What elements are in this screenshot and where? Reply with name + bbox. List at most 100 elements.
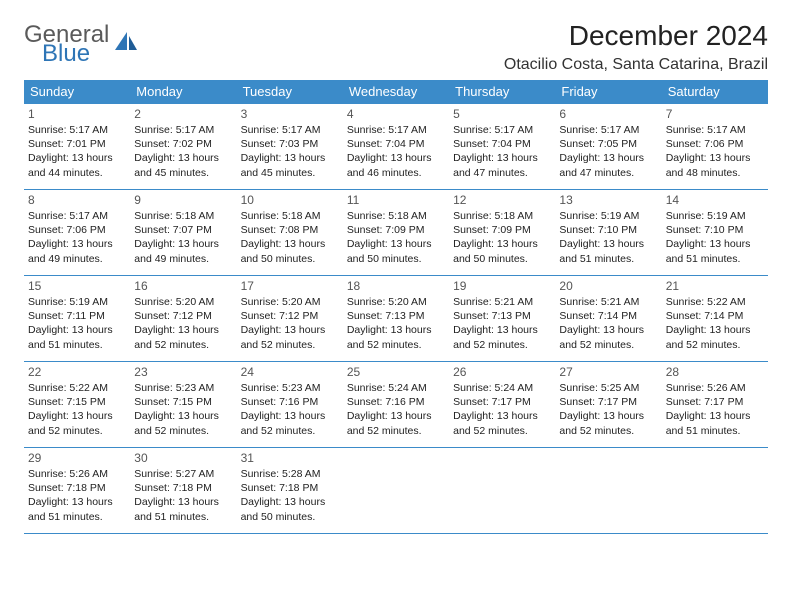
day-number: 20 (559, 279, 657, 293)
day-number: 27 (559, 365, 657, 379)
calendar-cell: 3 Sunrise: 5:17 AMSunset: 7:03 PMDaylight… (237, 104, 343, 190)
calendar-cell: 2 Sunrise: 5:17 AMSunset: 7:02 PMDaylight… (130, 104, 236, 190)
day-details: Sunrise: 5:17 AMSunset: 7:05 PMDaylight:… (559, 123, 657, 180)
day-details: Sunrise: 5:24 AMSunset: 7:16 PMDaylight:… (347, 381, 445, 438)
day-number: 3 (241, 107, 339, 121)
day-details: Sunrise: 5:24 AMSunset: 7:17 PMDaylight:… (453, 381, 551, 438)
calendar-cell: 8 Sunrise: 5:17 AMSunset: 7:06 PMDaylight… (24, 190, 130, 276)
location-text: Otacilio Costa, Santa Catarina, Brazil (504, 56, 768, 74)
calendar-cell: 21Sunrise: 5:22 AMSunset: 7:14 PMDayligh… (662, 276, 768, 362)
day-details: Sunrise: 5:17 AMSunset: 7:06 PMDaylight:… (28, 209, 126, 266)
calendar-row: 29 Sunrise: 5:26 AMSunset: 7:18 PMDayligh… (24, 448, 768, 534)
day-number: 6 (559, 107, 657, 121)
weekday-header: Sunday (24, 80, 130, 104)
calendar-cell: 11Sunrise: 5:18 AMSunset: 7:09 PMDayligh… (343, 190, 449, 276)
day-number: 4 (347, 107, 445, 121)
calendar-cell: 27 Sunrise: 5:25 AMSunset: 7:17 PMDayligh… (555, 362, 661, 448)
calendar-cell: 22 Sunrise: 5:22 AMSunset: 7:15 PMDayligh… (24, 362, 130, 448)
day-details: Sunrise: 5:17 AMSunset: 7:04 PMDaylight:… (453, 123, 551, 180)
title-block: December 2024 Otacilio Costa, Santa Cata… (504, 20, 768, 74)
day-number: 1 (28, 107, 126, 121)
day-number: 23 (134, 365, 232, 379)
day-number: 17 (241, 279, 339, 293)
day-details: Sunrise: 5:18 AMSunset: 7:07 PMDaylight:… (134, 209, 232, 266)
calendar-cell: 23Sunrise: 5:23 AMSunset: 7:15 PMDayligh… (130, 362, 236, 448)
day-details: Sunrise: 5:27 AMSunset: 7:18 PMDaylight:… (134, 467, 232, 524)
day-number: 19 (453, 279, 551, 293)
calendar-cell: 29 Sunrise: 5:26 AMSunset: 7:18 PMDayligh… (24, 448, 130, 534)
calendar-cell: 10 Sunrise: 5:18 AMSunset: 7:08 PMDayligh… (237, 190, 343, 276)
calendar-cell: 16 Sunrise: 5:20 AMSunset: 7:12 PMDayligh… (130, 276, 236, 362)
day-number: 8 (28, 193, 126, 207)
weekday-header: Thursday (449, 80, 555, 104)
calendar-cell: 15 Sunrise: 5:19 AMSunset: 7:11 PMDayligh… (24, 276, 130, 362)
day-number: 24 (241, 365, 339, 379)
weekday-header: Wednesday (343, 80, 449, 104)
day-number: 15 (28, 279, 126, 293)
day-number: 10 (241, 193, 339, 207)
day-details: Sunrise: 5:17 AMSunset: 7:04 PMDaylight:… (347, 123, 445, 180)
day-number: 9 (134, 193, 232, 207)
calendar-cell: 25Sunrise: 5:24 AMSunset: 7:16 PMDayligh… (343, 362, 449, 448)
day-details: Sunrise: 5:26 AMSunset: 7:18 PMDaylight:… (28, 467, 126, 524)
day-number: 2 (134, 107, 232, 121)
day-number: 30 (134, 451, 232, 465)
day-number: 14 (666, 193, 764, 207)
day-details: Sunrise: 5:22 AMSunset: 7:15 PMDaylight:… (28, 381, 126, 438)
day-number: 18 (347, 279, 445, 293)
calendar-cell: 7Sunrise: 5:17 AMSunset: 7:06 PMDaylight… (662, 104, 768, 190)
calendar-row: 15 Sunrise: 5:19 AMSunset: 7:11 PMDayligh… (24, 276, 768, 362)
day-details: Sunrise: 5:19 AMSunset: 7:10 PMDaylight:… (559, 209, 657, 266)
day-details: Sunrise: 5:22 AMSunset: 7:14 PMDaylight:… (666, 295, 764, 352)
calendar-cell: 1 Sunrise: 5:17 AMSunset: 7:01 PMDaylight… (24, 104, 130, 190)
day-details: Sunrise: 5:23 AMSunset: 7:16 PMDaylight:… (241, 381, 339, 438)
calendar-cell: 24 Sunrise: 5:23 AMSunset: 7:16 PMDayligh… (237, 362, 343, 448)
calendar-cell: 18 Sunrise: 5:20 AMSunset: 7:13 PMDayligh… (343, 276, 449, 362)
day-details: Sunrise: 5:18 AMSunset: 7:09 PMDaylight:… (453, 209, 551, 266)
calendar-cell: 26Sunrise: 5:24 AMSunset: 7:17 PMDayligh… (449, 362, 555, 448)
day-details: Sunrise: 5:25 AMSunset: 7:17 PMDaylight:… (559, 381, 657, 438)
calendar-cell: 30 Sunrise: 5:27 AMSunset: 7:18 PMDayligh… (130, 448, 236, 534)
day-number: 11 (347, 193, 445, 207)
calendar-row: 8 Sunrise: 5:17 AMSunset: 7:06 PMDaylight… (24, 190, 768, 276)
day-details: Sunrise: 5:28 AMSunset: 7:18 PMDaylight:… (241, 467, 339, 524)
calendar-cell: 4 Sunrise: 5:17 AMSunset: 7:04 PMDaylight… (343, 104, 449, 190)
calendar-cell-empty (449, 448, 555, 534)
weekday-header: Saturday (662, 80, 768, 104)
day-details: Sunrise: 5:19 AMSunset: 7:11 PMDaylight:… (28, 295, 126, 352)
brand-logo: General Blue (24, 24, 139, 65)
calendar-cell-empty (662, 448, 768, 534)
day-details: Sunrise: 5:17 AMSunset: 7:03 PMDaylight:… (241, 123, 339, 180)
calendar-cell: 6 Sunrise: 5:17 AMSunset: 7:05 PMDaylight… (555, 104, 661, 190)
calendar-cell: 13 Sunrise: 5:19 AMSunset: 7:10 PMDayligh… (555, 190, 661, 276)
calendar-cell: 12 Sunrise: 5:18 AMSunset: 7:09 PMDayligh… (449, 190, 555, 276)
day-number: 13 (559, 193, 657, 207)
day-number: 22 (28, 365, 126, 379)
day-details: Sunrise: 5:20 AMSunset: 7:13 PMDaylight:… (347, 295, 445, 352)
calendar-cell-empty (555, 448, 661, 534)
sail-icon (113, 30, 139, 59)
day-details: Sunrise: 5:18 AMSunset: 7:08 PMDaylight:… (241, 209, 339, 266)
day-details: Sunrise: 5:17 AMSunset: 7:01 PMDaylight:… (28, 123, 126, 180)
day-details: Sunrise: 5:19 AMSunset: 7:10 PMDaylight:… (666, 209, 764, 266)
calendar-cell: 19 Sunrise: 5:21 AMSunset: 7:13 PMDayligh… (449, 276, 555, 362)
calendar-table: Sunday Monday Tuesday Wednesday Thursday… (24, 80, 768, 534)
day-number: 12 (453, 193, 551, 207)
calendar-cell: 31 Sunrise: 5:28 AMSunset: 7:18 PMDayligh… (237, 448, 343, 534)
weekday-header: Tuesday (237, 80, 343, 104)
day-number: 29 (28, 451, 126, 465)
calendar-cell: 28Sunrise: 5:26 AMSunset: 7:17 PMDayligh… (662, 362, 768, 448)
day-details: Sunrise: 5:20 AMSunset: 7:12 PMDaylight:… (241, 295, 339, 352)
page-title: December 2024 (504, 20, 768, 52)
day-number: 31 (241, 451, 339, 465)
day-details: Sunrise: 5:21 AMSunset: 7:14 PMDaylight:… (559, 295, 657, 352)
calendar-cell-empty (343, 448, 449, 534)
weekday-header: Monday (130, 80, 236, 104)
day-details: Sunrise: 5:21 AMSunset: 7:13 PMDaylight:… (453, 295, 551, 352)
weekday-header-row: Sunday Monday Tuesday Wednesday Thursday… (24, 80, 768, 104)
day-number: 16 (134, 279, 232, 293)
calendar-row: 1 Sunrise: 5:17 AMSunset: 7:01 PMDaylight… (24, 104, 768, 190)
day-details: Sunrise: 5:20 AMSunset: 7:12 PMDaylight:… (134, 295, 232, 352)
day-details: Sunrise: 5:26 AMSunset: 7:17 PMDaylight:… (666, 381, 764, 438)
day-details: Sunrise: 5:17 AMSunset: 7:02 PMDaylight:… (134, 123, 232, 180)
